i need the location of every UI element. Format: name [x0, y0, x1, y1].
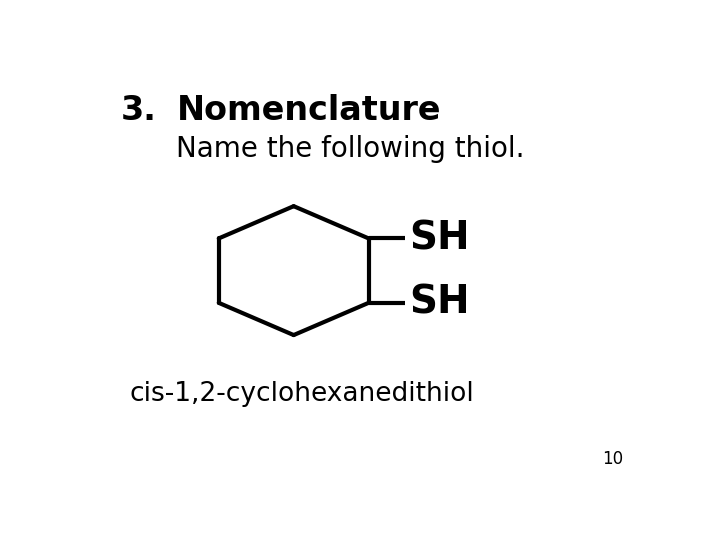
- Text: Name the following thiol.: Name the following thiol.: [176, 136, 525, 164]
- Text: cis-1,2-cyclohexanedithiol: cis-1,2-cyclohexanedithiol: [130, 381, 474, 407]
- Text: 10: 10: [602, 450, 623, 468]
- Text: SH: SH: [409, 219, 470, 258]
- Text: Nomenclature: Nomenclature: [176, 94, 441, 127]
- Text: 3.: 3.: [121, 94, 156, 127]
- Text: SH: SH: [409, 284, 470, 322]
